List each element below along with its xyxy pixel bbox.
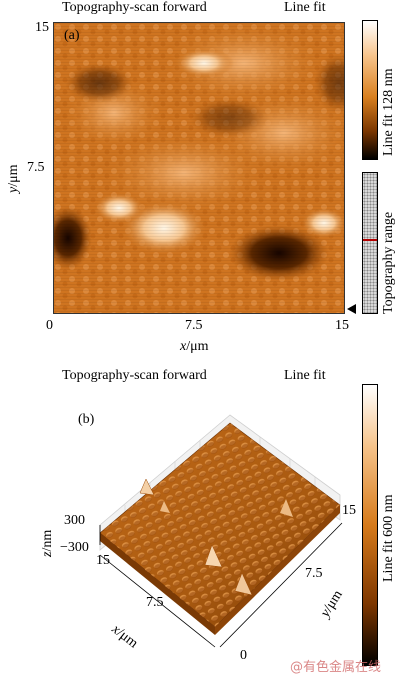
panel-b-x-tick-7.5: 7.5 xyxy=(146,595,164,610)
panel-a-x-axis-title: x/μm xyxy=(180,339,209,354)
panel-a-y-axis-title: y/μm xyxy=(6,164,21,193)
colorbar-a xyxy=(362,20,378,160)
range-indicator xyxy=(363,239,377,241)
panel-a-y-tick-15: 15 xyxy=(35,20,49,35)
panel-a-x-tick-0: 0 xyxy=(46,318,53,333)
panel-b-x-tick-15: 15 xyxy=(96,553,110,568)
panel-b-y-tick-7.5: 7.5 xyxy=(305,566,323,581)
afm-3d-surface-image xyxy=(40,395,360,660)
topography-range-bar xyxy=(362,172,378,314)
afm-topography-map xyxy=(54,23,344,313)
panel-b-z-axis-title: z/nm xyxy=(40,529,55,557)
topography-range-label: Topography range xyxy=(381,211,396,314)
panel-b-label: (b) xyxy=(78,412,95,427)
afm-topography-image-a xyxy=(53,22,345,314)
panel-b-y-tick-15: 15 xyxy=(342,503,356,518)
colorbar-b-label: Line fit 600 nm xyxy=(381,494,396,583)
watermark: @有色金属在线 xyxy=(290,660,382,675)
panel-b-z-tick-300: 300 xyxy=(64,513,85,528)
panel-a-x-tick-15: 15 xyxy=(335,318,349,333)
panel-a-label: (a) xyxy=(64,28,80,43)
colorbar-b xyxy=(362,384,378,666)
panel-a-header-right: Line fit xyxy=(284,0,326,15)
colorbar-a-label: Line fit 128 nm xyxy=(381,68,396,157)
scan-line-marker-icon xyxy=(347,304,356,314)
panel-b-z-tick-minus300: −300 xyxy=(60,540,89,555)
panel-a-y-tick-7.5: 7.5 xyxy=(27,160,45,175)
panel-b-x-tick-0: 0 xyxy=(240,648,247,663)
panel-b-header-left: Topography-scan forward xyxy=(62,368,207,383)
afm-3d-surface-plot xyxy=(99,414,343,648)
panel-a-header-left: Topography-scan forward xyxy=(62,0,207,15)
panel-b-header-right: Line fit xyxy=(284,368,326,383)
panel-a-x-tick-7.5: 7.5 xyxy=(185,318,203,333)
